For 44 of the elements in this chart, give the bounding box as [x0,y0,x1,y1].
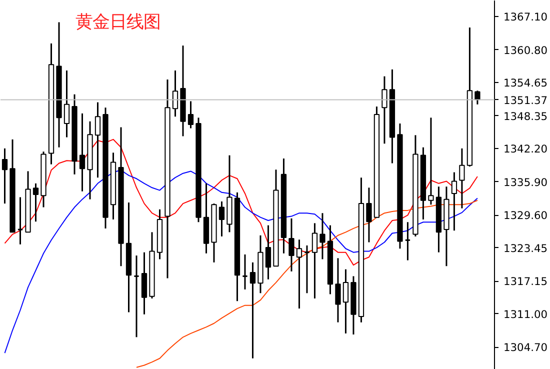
candlestick [2,148,8,204]
y-tick-label: 1311.00 [504,308,548,321]
candlestick [172,70,178,118]
y-tick-label: 1348.35 [504,110,548,123]
candlestick [64,70,70,138]
candlestick [32,182,39,222]
candlestick [133,254,140,338]
y-tick-label: 1360.80 [504,44,548,57]
candlestick [94,102,101,178]
candlestick [474,90,480,106]
y-tick-label: 1317.15 [504,275,548,288]
candlestick [428,116,434,206]
y-tick-label: 1335.90 [504,176,548,189]
candlestick [342,268,349,334]
y-tick-label: 1329.60 [504,209,548,222]
candlestick [335,257,341,324]
y-tick-label: 1354.65 [504,76,548,90]
candlestick [242,254,248,290]
ref-line-label: 1351.37 [504,94,548,107]
y-tick-label: 1323.45 [504,242,548,255]
line-series [136,200,478,368]
y-tick-label: 1304.70 [504,341,548,354]
candlestick [296,238,302,310]
candlestick [288,218,294,272]
candlestick [79,112,86,192]
candlestick [17,196,24,246]
candlestick [404,221,411,262]
candlestick [366,186,372,244]
text: 黄金日线图 [76,12,160,32]
candlestick [451,172,458,232]
line-series [4,170,478,354]
candlestick [250,262,256,360]
candlestick [141,252,148,316]
y-tick-label: 1367.10 [504,10,548,24]
candlestick [265,224,272,280]
candlestick [459,148,465,210]
candlestick [188,100,194,130]
candlestick [218,200,225,238]
candlestick [312,222,318,300]
y-tick-label: 1342.20 [504,142,548,156]
candlestick [382,76,388,144]
line-series [4,138,478,266]
candlestick [320,212,326,260]
candlestick [304,244,310,294]
